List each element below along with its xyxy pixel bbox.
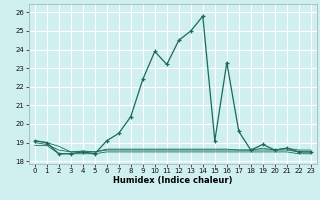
X-axis label: Humidex (Indice chaleur): Humidex (Indice chaleur) [113, 176, 233, 185]
